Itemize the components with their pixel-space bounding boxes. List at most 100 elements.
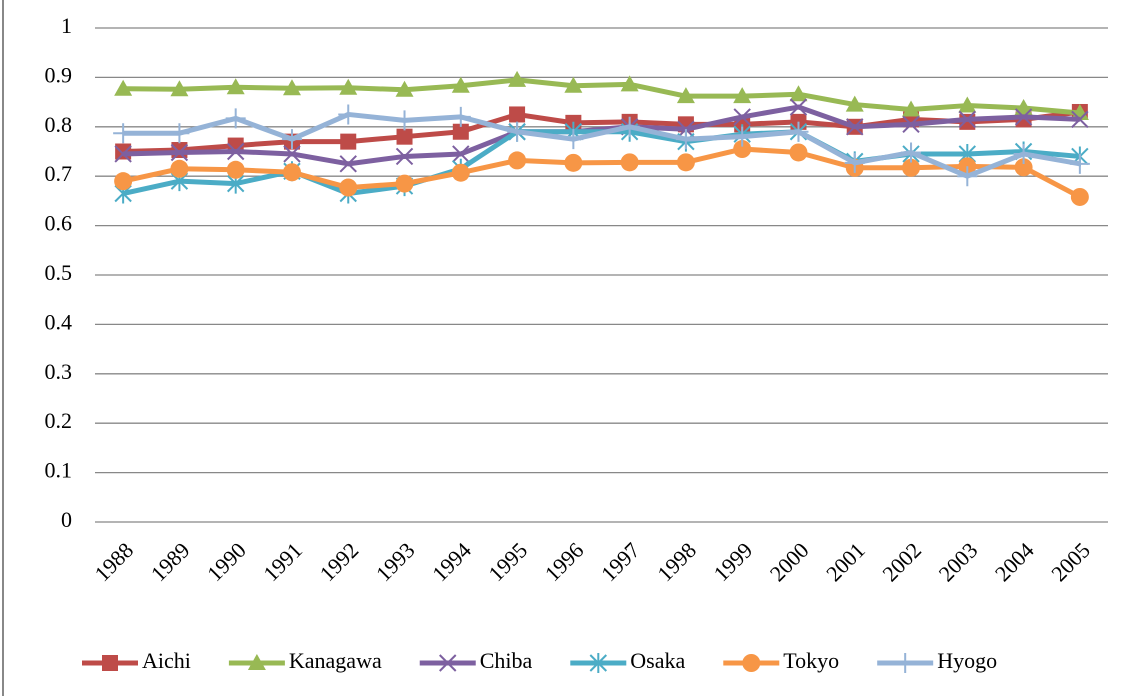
- marker: [676, 153, 695, 172]
- y-tick-label: 0.7: [45, 161, 73, 186]
- series-line: [122, 146, 1082, 200]
- marker: [1014, 108, 1033, 126]
- marker: [788, 121, 809, 142]
- marker: [226, 142, 245, 161]
- marker-shape: [733, 140, 752, 159]
- marker: [339, 178, 358, 197]
- marker: [452, 123, 469, 140]
- marker: [338, 104, 359, 125]
- marker: [789, 85, 808, 102]
- marker-shape: [170, 159, 189, 178]
- marker: [1069, 153, 1090, 174]
- marker: [902, 158, 921, 177]
- y-tick-label: 0.3: [45, 359, 73, 384]
- marker: [619, 116, 640, 137]
- marker: [958, 96, 977, 113]
- marker: [395, 147, 414, 166]
- marker-shape: [114, 172, 133, 191]
- marker-shape: [1070, 187, 1089, 206]
- marker-shape: [845, 95, 864, 112]
- marker-shape: [114, 79, 133, 96]
- marker: [901, 142, 922, 163]
- marker: [102, 655, 118, 671]
- marker-shape: [788, 121, 809, 142]
- marker-shape: [789, 98, 808, 116]
- marker: [620, 75, 639, 92]
- marker: [450, 106, 471, 127]
- series-line: [123, 77, 1081, 116]
- marker: [742, 654, 761, 672]
- marker-shape: [395, 174, 414, 193]
- y-tick-label: 0.2: [45, 408, 73, 433]
- marker-shape: [733, 87, 752, 104]
- marker: [620, 153, 639, 172]
- marker-shape: [958, 110, 977, 129]
- legend-item: Chiba: [419, 648, 533, 673]
- marker-shape: [169, 123, 190, 144]
- marker-shape: [339, 155, 357, 173]
- marker-shape: [102, 655, 118, 671]
- marker: [114, 172, 133, 191]
- marker: [1014, 158, 1033, 177]
- marker-shape: [170, 80, 189, 97]
- marker: [395, 174, 414, 193]
- marker: [1071, 110, 1089, 129]
- marker: [733, 140, 752, 159]
- marker-shape: [789, 85, 808, 102]
- marker-shape: [395, 80, 414, 97]
- marker-shape: [844, 152, 865, 173]
- marker: [845, 95, 864, 112]
- marker: [281, 129, 302, 150]
- marker: [895, 653, 916, 673]
- marker: [676, 87, 695, 104]
- marker-shape: [902, 100, 921, 117]
- marker: [225, 108, 246, 129]
- marker-shape: [589, 653, 608, 673]
- marker-shape: [226, 160, 245, 179]
- marker-shape: [676, 87, 695, 104]
- y-tick-label: 0: [61, 507, 72, 532]
- marker: [957, 166, 978, 187]
- legend-label: Tokyo: [783, 648, 839, 673]
- marker-shape: [958, 96, 977, 113]
- marker-shape: [676, 153, 695, 172]
- marker-shape: [282, 163, 301, 182]
- marker-shape: [395, 147, 414, 166]
- marker: [844, 152, 865, 173]
- series-line: [123, 109, 1081, 154]
- marker: [1070, 187, 1089, 206]
- marker: [247, 654, 266, 670]
- marker: [451, 76, 470, 93]
- marker-shape: [452, 123, 469, 140]
- marker-shape: [1014, 158, 1033, 177]
- y-tick-label: 0.6: [45, 211, 73, 236]
- marker-shape: [902, 158, 921, 177]
- marker: [113, 123, 134, 144]
- legend-label: Hyogo: [937, 648, 997, 673]
- marker: [789, 143, 808, 162]
- marker: [902, 115, 920, 134]
- marker-shape: [1014, 108, 1033, 126]
- marker: [563, 129, 584, 150]
- marker-shape: [282, 79, 301, 96]
- marker-shape: [902, 115, 920, 134]
- marker-shape: [281, 129, 302, 150]
- y-tick-label: 0.1: [45, 458, 73, 483]
- marker: [958, 110, 977, 129]
- marker-shape: [247, 654, 266, 670]
- marker: [451, 163, 470, 182]
- marker: [283, 145, 301, 163]
- legend-item: Osaka: [570, 648, 686, 673]
- marker: [114, 145, 132, 163]
- marker-shape: [564, 153, 583, 172]
- marker-shape: [901, 142, 922, 163]
- marker-shape: [619, 116, 640, 137]
- marker: [282, 79, 301, 96]
- marker-shape: [338, 104, 359, 125]
- marker: [339, 78, 358, 95]
- marker: [733, 87, 752, 104]
- legend-label: Chiba: [480, 648, 533, 673]
- marker-shape: [450, 106, 471, 127]
- marker-shape: [742, 654, 761, 672]
- marker-shape: [451, 76, 470, 93]
